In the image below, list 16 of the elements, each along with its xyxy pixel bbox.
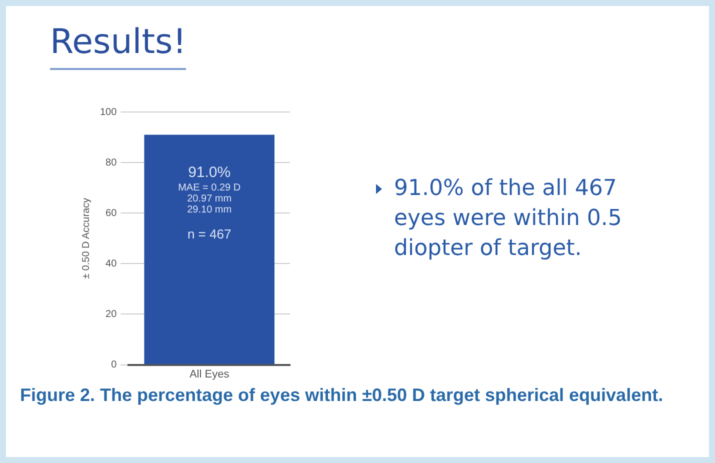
chart-title: Results!: [50, 22, 186, 70]
annotation: n = 467: [187, 226, 232, 242]
x-tick-label: All Eyes: [189, 368, 230, 380]
text: 91.0% of the all 467 eyes were within 0.5 diopter of target.: [393, 175, 623, 263]
caption: Figure 2. The percentage of eyes within ±0.50 D target spherical equivalent.: [20, 384, 664, 407]
annotation: 20.97 mm: [187, 193, 232, 204]
y-tick-label: 100: [100, 106, 118, 118]
y-tick-label: 20: [106, 308, 118, 320]
y-tick-label: 0: [111, 360, 118, 371]
y-tick-label: 40: [106, 258, 118, 270]
y-tick-label: 60: [106, 208, 118, 219]
y-axis-title: ± 0.50 D Accuracy: [80, 198, 92, 279]
annotation: MAE = 0.29 D: [178, 182, 241, 194]
data-label: 91.0%: [188, 164, 231, 181]
y-tick-label: 80: [106, 157, 118, 168]
annotation: 29.10 mm: [187, 204, 232, 216]
